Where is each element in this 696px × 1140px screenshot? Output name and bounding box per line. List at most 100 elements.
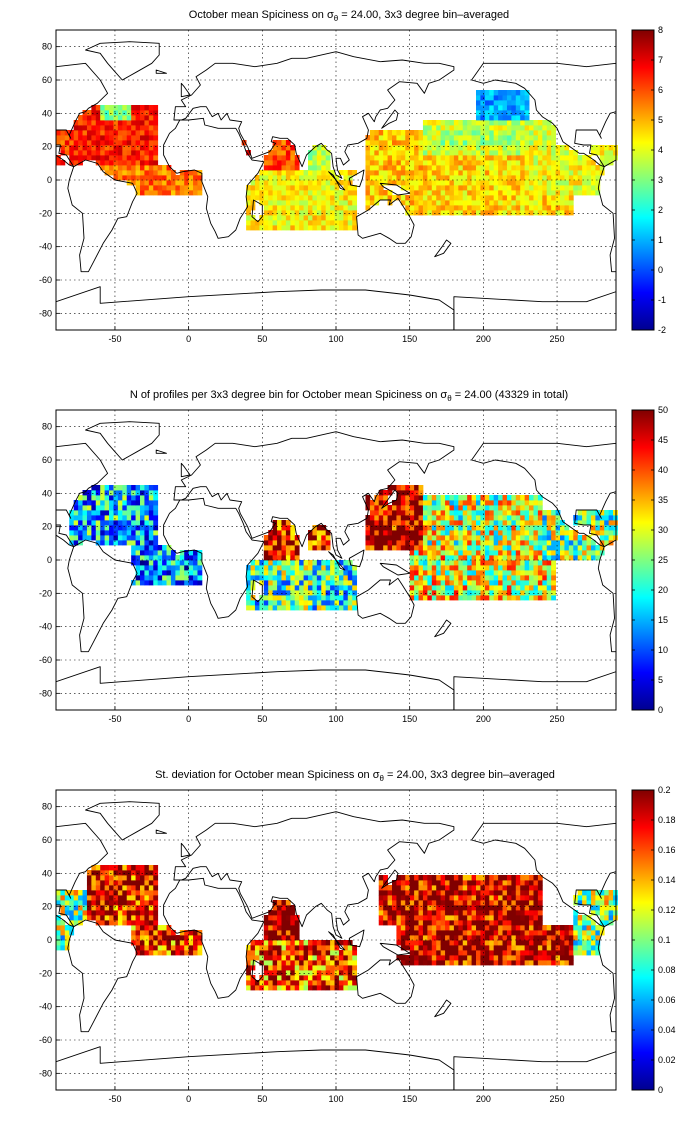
y-tick-label: 0 (47, 555, 52, 565)
heat-cell (69, 530, 75, 536)
heat-cell (135, 935, 141, 941)
heat-cell (263, 585, 269, 591)
heat-cell (476, 200, 481, 206)
heat-cell (551, 935, 556, 941)
heat-cell (316, 955, 322, 961)
heat-cell (122, 535, 128, 541)
heat-cell (515, 940, 521, 946)
heat-cell (537, 555, 543, 561)
heat-cell (449, 550, 455, 556)
heat-cell (392, 515, 397, 521)
heat-cell (294, 545, 300, 551)
heat-cell (537, 550, 543, 556)
heat-cell (440, 935, 446, 941)
heat-cell (162, 185, 167, 191)
heat-cell (113, 115, 119, 121)
heat-cell (144, 185, 150, 191)
heat-cell (285, 910, 291, 916)
heat-cell (493, 100, 499, 106)
heat-cell (352, 945, 358, 951)
heat-cell (285, 195, 291, 201)
heat-cell (414, 900, 419, 906)
heat-cell (272, 525, 278, 531)
heat-cell (285, 535, 291, 541)
heat-cell (436, 145, 442, 151)
heat-cell (378, 160, 384, 166)
heat-cell (135, 115, 141, 121)
heat-cell (440, 160, 446, 166)
heat-cell (542, 180, 548, 186)
heat-cell (285, 185, 291, 191)
heat-cell (551, 170, 556, 176)
heat-cell (520, 520, 526, 526)
heat-cell (352, 205, 358, 211)
heat-cell (436, 570, 442, 576)
heat-cell (148, 550, 154, 556)
heat-cell (445, 555, 450, 561)
heat-cell (60, 140, 66, 146)
heat-cell (520, 545, 526, 551)
heat-cell (109, 110, 114, 116)
heat-cell (148, 155, 154, 161)
heat-cell (484, 940, 490, 946)
heat-cell (277, 915, 282, 921)
heat-cell (484, 100, 490, 106)
heat-cell (542, 960, 548, 966)
heat-cell (148, 135, 154, 141)
heat-cell (378, 530, 384, 536)
heat-cell (422, 575, 428, 581)
heat-cell (113, 135, 119, 141)
heat-cell (290, 565, 296, 571)
heat-cell (277, 945, 282, 951)
heat-cell (422, 885, 428, 891)
heat-cell (418, 960, 424, 966)
heat-cell (100, 500, 106, 506)
heat-cell (140, 885, 145, 891)
heat-cell (506, 135, 512, 141)
heat-cell (263, 965, 269, 971)
heat-cell (427, 915, 433, 921)
heat-cell (197, 190, 203, 196)
heat-cell (131, 140, 136, 146)
heat-cell (422, 140, 428, 146)
heat-cell (422, 550, 428, 556)
heat-cell (374, 500, 380, 506)
heat-cell (316, 525, 322, 531)
heat-cell (140, 490, 145, 496)
heat-cell (396, 900, 402, 906)
heat-cell (126, 485, 132, 491)
heat-cell (542, 930, 548, 936)
heat-cell (595, 940, 601, 946)
heat-cell (529, 135, 534, 141)
heat-cell (524, 150, 530, 156)
heat-cell (520, 550, 526, 556)
heat-cell (595, 520, 601, 526)
colorbar-tick-label: 2 (658, 205, 663, 215)
heat-cell (131, 550, 136, 556)
heat-cell (153, 575, 159, 581)
heat-cell (162, 925, 167, 931)
heat-cell (453, 930, 459, 936)
heat-cell (431, 580, 437, 586)
heat-cell (281, 900, 287, 906)
heat-cell (480, 565, 486, 571)
heat-cell (188, 560, 194, 566)
heat-cell (471, 195, 477, 201)
heat-cell (100, 875, 106, 881)
heat-cell (529, 935, 534, 941)
heat-cell (431, 875, 437, 881)
heat-cell (281, 190, 287, 196)
heat-cell (272, 145, 278, 151)
heat-cell (290, 585, 296, 591)
heat-cell (564, 170, 570, 176)
coastline (56, 442, 109, 548)
heat-cell (352, 975, 358, 981)
heat-cell (484, 505, 490, 511)
heat-cell (325, 565, 331, 571)
heat-cell (369, 515, 375, 521)
heat-cell (294, 220, 300, 226)
heat-cell (506, 565, 512, 571)
heat-cell (427, 905, 433, 911)
heat-cell (246, 945, 251, 951)
heat-cell (299, 560, 304, 566)
